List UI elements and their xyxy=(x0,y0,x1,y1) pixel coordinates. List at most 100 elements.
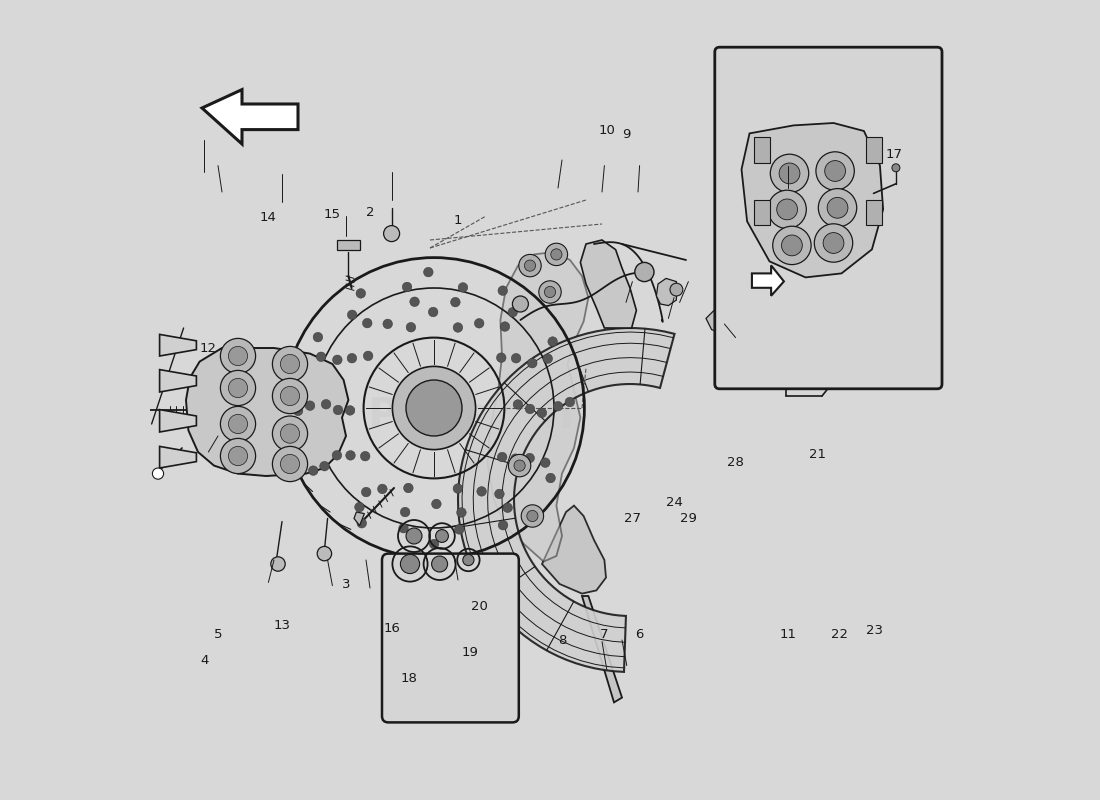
Text: 11: 11 xyxy=(779,628,796,641)
Circle shape xyxy=(772,226,811,265)
Text: 6: 6 xyxy=(636,628,644,641)
Polygon shape xyxy=(458,328,674,672)
Text: 8: 8 xyxy=(558,634,566,646)
Circle shape xyxy=(273,346,308,382)
Circle shape xyxy=(744,276,760,292)
Text: 20: 20 xyxy=(471,600,488,613)
Circle shape xyxy=(317,546,331,561)
Circle shape xyxy=(770,154,808,193)
Circle shape xyxy=(428,307,438,317)
Text: 22: 22 xyxy=(832,628,848,641)
Circle shape xyxy=(383,319,393,329)
Text: 19: 19 xyxy=(462,646,478,658)
Text: 7: 7 xyxy=(601,628,608,641)
Circle shape xyxy=(525,260,536,271)
Circle shape xyxy=(361,451,370,461)
Circle shape xyxy=(513,296,528,312)
Bar xyxy=(754,138,770,163)
Circle shape xyxy=(321,399,331,409)
Circle shape xyxy=(825,161,846,182)
Circle shape xyxy=(456,508,466,518)
Circle shape xyxy=(527,510,538,522)
Bar xyxy=(754,200,770,226)
Circle shape xyxy=(354,502,364,512)
Circle shape xyxy=(406,380,462,436)
Bar xyxy=(866,200,881,226)
Circle shape xyxy=(513,400,522,410)
Circle shape xyxy=(500,322,509,331)
Text: 13: 13 xyxy=(274,619,290,632)
Text: 5: 5 xyxy=(213,628,222,641)
Text: 15: 15 xyxy=(323,208,341,221)
Circle shape xyxy=(220,406,255,442)
Polygon shape xyxy=(870,189,895,216)
Circle shape xyxy=(356,289,365,298)
Polygon shape xyxy=(826,190,852,220)
Circle shape xyxy=(546,243,568,266)
Text: 3: 3 xyxy=(342,578,350,590)
Circle shape xyxy=(393,366,475,450)
Circle shape xyxy=(271,557,285,571)
Circle shape xyxy=(345,450,355,460)
Circle shape xyxy=(496,353,506,362)
Circle shape xyxy=(220,338,255,374)
Text: 28: 28 xyxy=(727,456,744,469)
Polygon shape xyxy=(202,90,298,144)
Circle shape xyxy=(320,462,329,471)
Circle shape xyxy=(816,152,855,190)
Circle shape xyxy=(348,354,356,363)
Circle shape xyxy=(525,454,535,463)
Polygon shape xyxy=(542,506,606,594)
Circle shape xyxy=(410,297,419,306)
Polygon shape xyxy=(582,596,621,702)
Circle shape xyxy=(474,318,484,328)
Circle shape xyxy=(521,505,543,527)
Circle shape xyxy=(463,554,474,566)
Circle shape xyxy=(273,416,308,451)
Circle shape xyxy=(818,189,857,227)
Circle shape xyxy=(510,454,520,463)
Circle shape xyxy=(424,267,433,277)
Circle shape xyxy=(345,406,355,415)
Circle shape xyxy=(400,554,419,574)
Circle shape xyxy=(220,438,255,474)
Circle shape xyxy=(497,452,507,462)
Circle shape xyxy=(453,322,463,332)
Text: PartsFan: PartsFan xyxy=(367,395,573,437)
Bar xyxy=(866,138,881,163)
Circle shape xyxy=(362,487,371,497)
Circle shape xyxy=(332,355,342,365)
Polygon shape xyxy=(138,403,146,416)
Polygon shape xyxy=(487,252,588,562)
Circle shape xyxy=(528,358,537,368)
Circle shape xyxy=(280,354,299,374)
Circle shape xyxy=(779,163,800,184)
Circle shape xyxy=(525,404,535,414)
Circle shape xyxy=(273,446,308,482)
Circle shape xyxy=(745,211,758,224)
Circle shape xyxy=(498,286,507,295)
Circle shape xyxy=(314,332,322,342)
Polygon shape xyxy=(581,240,637,328)
Circle shape xyxy=(406,322,416,332)
Text: 16: 16 xyxy=(383,622,400,634)
Circle shape xyxy=(280,386,299,406)
Text: 4: 4 xyxy=(200,654,209,666)
Text: 2: 2 xyxy=(365,206,374,218)
Circle shape xyxy=(332,450,342,460)
Text: 18: 18 xyxy=(400,672,418,685)
Circle shape xyxy=(508,307,517,317)
Text: 12: 12 xyxy=(200,342,217,354)
Circle shape xyxy=(553,402,563,411)
Circle shape xyxy=(540,458,550,467)
Circle shape xyxy=(305,401,315,410)
Circle shape xyxy=(294,406,302,416)
Circle shape xyxy=(774,353,798,375)
Circle shape xyxy=(768,190,806,229)
Circle shape xyxy=(431,499,441,509)
Circle shape xyxy=(635,262,654,282)
Circle shape xyxy=(356,518,366,528)
Circle shape xyxy=(451,298,460,307)
Circle shape xyxy=(308,466,318,475)
Circle shape xyxy=(384,226,399,242)
